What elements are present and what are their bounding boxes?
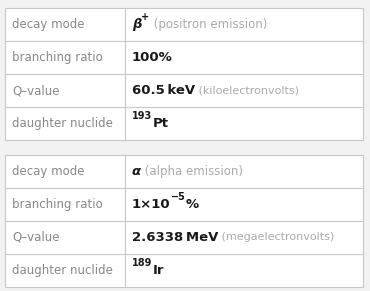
Text: daughter nuclide: daughter nuclide (12, 264, 113, 277)
Text: branching ratio: branching ratio (12, 198, 103, 211)
Text: α: α (132, 165, 141, 178)
Text: branching ratio: branching ratio (12, 51, 103, 64)
Text: 1×10: 1×10 (132, 198, 171, 211)
Bar (5, 8, 363, 140)
Text: decay mode: decay mode (12, 165, 84, 178)
Text: Ir: Ir (152, 264, 164, 277)
Text: Q–value: Q–value (12, 84, 60, 97)
Text: β: β (132, 18, 141, 31)
Text: (kiloelectronvolts): (kiloelectronvolts) (195, 86, 299, 95)
Text: (alpha emission): (alpha emission) (141, 165, 243, 178)
Text: daughter nuclide: daughter nuclide (12, 117, 113, 130)
Text: Q–value: Q–value (12, 231, 60, 244)
Text: 189: 189 (132, 258, 152, 268)
Text: −5: −5 (171, 192, 185, 202)
Text: 193: 193 (132, 111, 152, 121)
Text: 2.6338 MeV: 2.6338 MeV (132, 231, 218, 244)
Text: %: % (185, 198, 199, 211)
Text: (positron emission): (positron emission) (149, 18, 267, 31)
Text: 60.5 keV: 60.5 keV (132, 84, 195, 97)
Text: 100%: 100% (132, 51, 173, 64)
Text: +: + (141, 12, 149, 22)
Text: decay mode: decay mode (12, 18, 84, 31)
Text: Pt: Pt (152, 117, 168, 130)
Bar (5, 155, 363, 287)
Text: (megaelectronvolts): (megaelectronvolts) (218, 233, 334, 242)
